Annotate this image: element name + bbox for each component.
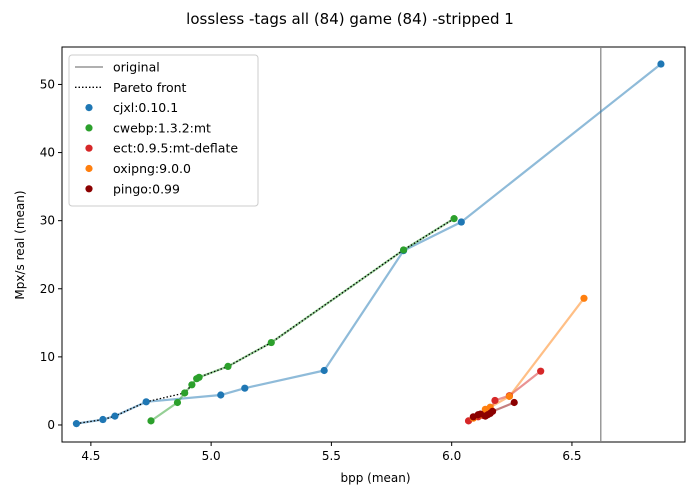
- y-tick-label: 20: [40, 282, 55, 296]
- x-tick-label: 5.0: [202, 449, 221, 463]
- legend-series-marker: [85, 144, 93, 152]
- data-point: [510, 398, 518, 407]
- chart-title: lossless -tags all (84) game (84) -strip…: [186, 10, 514, 28]
- legend-series-marker: [85, 185, 93, 193]
- legend-label: pingo:0.99: [113, 181, 180, 196]
- data-point: [241, 384, 249, 392]
- data-point: [505, 392, 514, 400]
- y-tick-label: 0: [47, 418, 55, 432]
- data-point: [188, 381, 196, 389]
- pareto-front-line: [76, 218, 455, 425]
- legend-label: ect:0.9.5:mt-deflate: [113, 141, 238, 156]
- legend-series-marker: [85, 104, 93, 112]
- data-point: [399, 246, 408, 254]
- data-point: [320, 366, 328, 375]
- y-tick-label: 10: [40, 350, 55, 364]
- y-axis-label: Mpx/s real (mean): [13, 190, 27, 299]
- y-tick-label: 30: [40, 214, 55, 228]
- axes-frame: [61, 46, 686, 443]
- data-point: [537, 367, 545, 375]
- series-line: [472, 297, 585, 420]
- data-point: [147, 417, 155, 425]
- legend-series-marker: [85, 164, 93, 173]
- data-point: [142, 398, 150, 406]
- data-point: [224, 362, 232, 371]
- data-point: [267, 338, 275, 347]
- series-line: [76, 63, 662, 425]
- legend-label: cjxl:0.10.1: [113, 100, 178, 115]
- data-point: [181, 389, 189, 397]
- x-axis-label: bpp (mean): [340, 471, 410, 485]
- data-point: [657, 60, 665, 68]
- data-point: [99, 415, 107, 424]
- data-point: [217, 391, 225, 399]
- data-point: [488, 407, 497, 415]
- data-point: [580, 294, 588, 302]
- data-point: [111, 412, 119, 420]
- legend-label: cwebp:1.3.2:mt: [113, 120, 211, 135]
- legend-label: original: [113, 60, 160, 75]
- legend-label: Pareto front: [113, 80, 187, 95]
- y-tick-label: 50: [40, 77, 55, 91]
- x-tick-label: 6.5: [562, 449, 581, 463]
- legend-box: [68, 54, 259, 207]
- data-point: [491, 396, 499, 405]
- legend-series-marker: [85, 124, 93, 132]
- x-tick-label: 4.5: [81, 449, 100, 463]
- x-tick-label: 6.0: [442, 449, 461, 463]
- y-tick-label: 40: [40, 146, 55, 160]
- plot-area: 4.5 5.0 5.5 6.0 6.5 0 10 20 30 40 50: [40, 46, 686, 463]
- data-point: [72, 420, 81, 428]
- legend-label: oxipng:9.0.0: [113, 161, 191, 176]
- data-point: [173, 398, 182, 407]
- data-point: [457, 218, 465, 226]
- data-point: [195, 373, 203, 381]
- legend: original Pareto front cjxl:0.10.1 cwebp:1.3…: [68, 54, 259, 207]
- x-tick-label: 5.5: [322, 449, 341, 463]
- data-point: [450, 215, 458, 223]
